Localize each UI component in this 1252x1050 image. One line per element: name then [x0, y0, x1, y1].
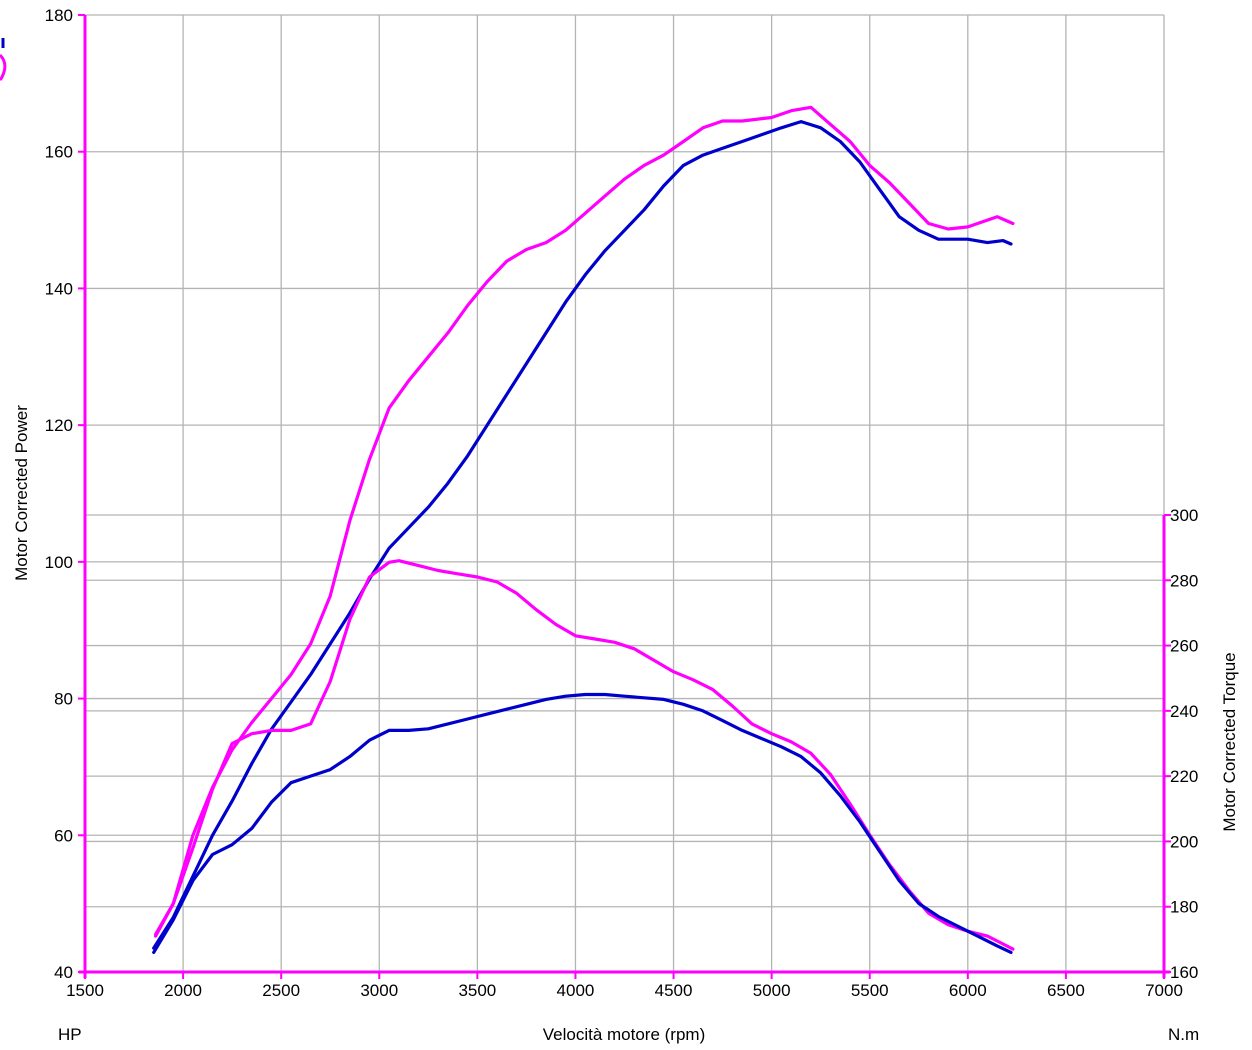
y-left-tick-label: 120 [45, 416, 73, 435]
tick-labels: 1500 2000 2500 3000 3500 4000 4500 5000 5500 6000… [45, 6, 1199, 1000]
y-left-tick-label: 80 [54, 690, 73, 709]
x-tick-label: 5500 [851, 981, 889, 1000]
y-left-tick-label: 140 [45, 279, 73, 298]
x-axis-unit-left: HP [58, 1025, 82, 1044]
legend-magenta-mark [0, 53, 7, 82]
series-group [152, 105, 1015, 954]
power-curve-blue [152, 120, 1013, 950]
power-curve-magenta [154, 105, 1015, 936]
y-right-tick-label: 280 [1170, 571, 1198, 590]
y-left-tick-label: 60 [54, 826, 73, 845]
x-tick-label: 2500 [262, 981, 300, 1000]
y-right-tick-label: 180 [1170, 898, 1198, 917]
x-tick-label: 6000 [949, 981, 987, 1000]
y-left-tick-label: 180 [45, 6, 73, 25]
x-tick-label: 4000 [557, 981, 595, 1000]
x-axis-label: Velocità motore (rpm) [543, 1025, 706, 1044]
y-right-tick-label: 220 [1170, 767, 1198, 786]
y-left-tick-label: 160 [45, 143, 73, 162]
x-axis-unit-right: N.m [1168, 1025, 1199, 1044]
x-tick-label: 6500 [1047, 981, 1085, 1000]
x-tick-label: 7000 [1145, 981, 1183, 1000]
x-tick-label: 1500 [66, 981, 104, 1000]
x-tick-label: 4500 [655, 981, 693, 1000]
y-right-tick-label: 260 [1170, 637, 1198, 656]
x-tick-label: 3000 [360, 981, 398, 1000]
y-right-tick-label: 300 [1170, 506, 1198, 525]
y-right-tick-label: 200 [1170, 832, 1198, 851]
x-tick-label: 3500 [458, 981, 496, 1000]
y-right-tick-label: 160 [1170, 963, 1198, 982]
grid [85, 14, 1165, 972]
y-right-tick-label: 240 [1170, 702, 1198, 721]
y-axis-left-label: Motor Corrected Power [12, 405, 31, 581]
y-left-tick-label: 100 [45, 553, 73, 572]
x-tick-label: 5000 [753, 981, 791, 1000]
y-axis-right-label: Motor Corrected Torque [1220, 652, 1239, 831]
torque-curve-magenta [154, 559, 1015, 951]
x-tick-label: 2000 [164, 981, 202, 1000]
axes [0, 14, 1171, 979]
torque-curve-blue [152, 692, 1013, 954]
y-left-tick-label: 40 [54, 963, 73, 982]
